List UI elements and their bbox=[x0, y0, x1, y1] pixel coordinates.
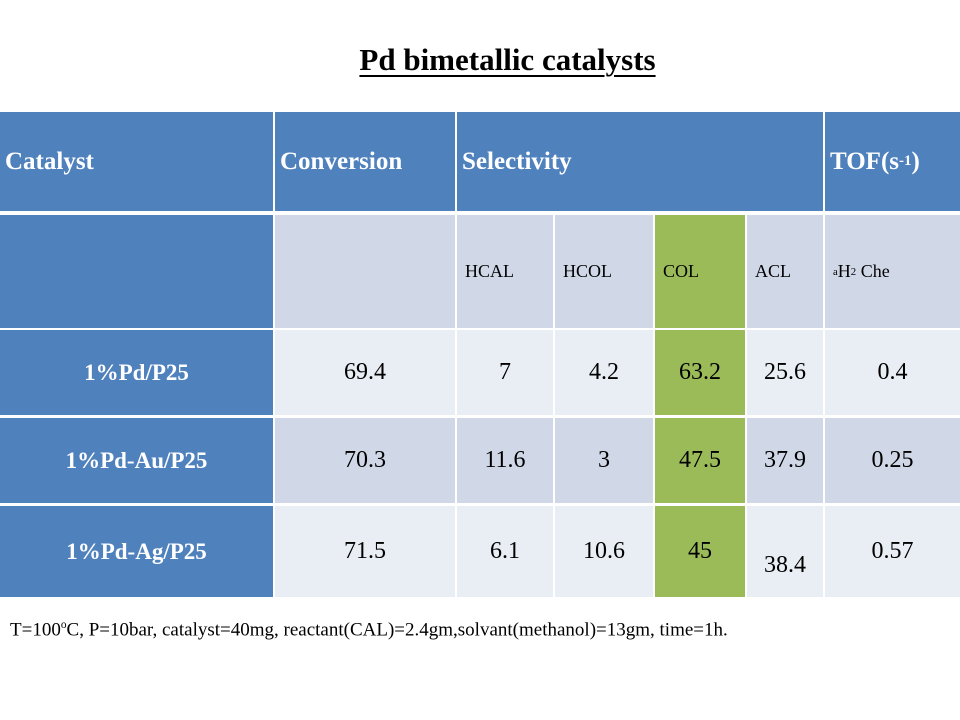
row-2-catalyst: 1%Pd-Au/P25 bbox=[0, 418, 273, 503]
row-3-hcol: 10.6 bbox=[555, 506, 653, 597]
row-2-col: 47.5 bbox=[655, 418, 745, 503]
row-1-conversion: 69.4 bbox=[275, 330, 455, 415]
row-3-tof: 0.57 bbox=[825, 506, 960, 597]
tof-superscript: -1 bbox=[899, 153, 912, 169]
conditions-footnote: T=100oC, P=10bar, catalyst=40mg, reactan… bbox=[10, 612, 950, 643]
row-3-conversion: 71.5 bbox=[275, 506, 455, 597]
row-3-col: 45 bbox=[655, 506, 745, 597]
row-1-hcol: 4.2 bbox=[555, 330, 653, 415]
tof-label: TOF(s bbox=[830, 147, 899, 175]
row-1-hcal: 7 bbox=[457, 330, 553, 415]
h2-superscript: a bbox=[833, 265, 838, 278]
row-1-col: 63.2 bbox=[655, 330, 745, 415]
header-conversion: Conversion bbox=[275, 112, 455, 211]
subheader-col: COL bbox=[655, 215, 745, 328]
row-1-catalyst: 1%Pd/P25 bbox=[0, 330, 273, 415]
h2-base: H bbox=[837, 261, 851, 281]
row-3-hcal: 6.1 bbox=[457, 506, 553, 597]
row-2-conversion: 70.3 bbox=[275, 418, 455, 503]
tof-close: ) bbox=[911, 147, 920, 175]
slide-title: Pd bimetallic catalysts bbox=[359, 42, 656, 77]
row-3-catalyst: 1%Pd-Ag/P25 bbox=[0, 506, 273, 597]
header-tof: TOF(s -1) bbox=[825, 112, 960, 211]
header-catalyst: Catalyst bbox=[0, 112, 273, 211]
subheader-hcol: HCOL bbox=[555, 215, 653, 328]
subheader-conversion bbox=[275, 215, 455, 328]
h2-subscript: 2 bbox=[850, 265, 857, 278]
degree-superscript: o bbox=[60, 619, 67, 631]
subheader-catalyst bbox=[0, 215, 273, 328]
row-2-hcal: 11.6 bbox=[457, 418, 553, 503]
h2-rest: Che bbox=[856, 261, 890, 281]
row-2-tof: 0.25 bbox=[825, 418, 960, 503]
row-2-hcol: 3 bbox=[555, 418, 653, 503]
footnote-part2: C, P=10bar, catalyst=40mg, reactant(CAL)… bbox=[66, 619, 728, 641]
header-selectivity: Selectivity bbox=[457, 112, 823, 211]
subheader-acl: ACL bbox=[747, 215, 823, 328]
subheader-hcal: HCAL bbox=[457, 215, 553, 328]
row-2-acl: 37.9 bbox=[747, 418, 823, 503]
row-3-acl: 38.4 bbox=[747, 506, 823, 597]
footnote-part1: T=100 bbox=[10, 619, 61, 641]
row-1-tof: 0.4 bbox=[825, 330, 960, 415]
row-1-acl: 25.6 bbox=[747, 330, 823, 415]
